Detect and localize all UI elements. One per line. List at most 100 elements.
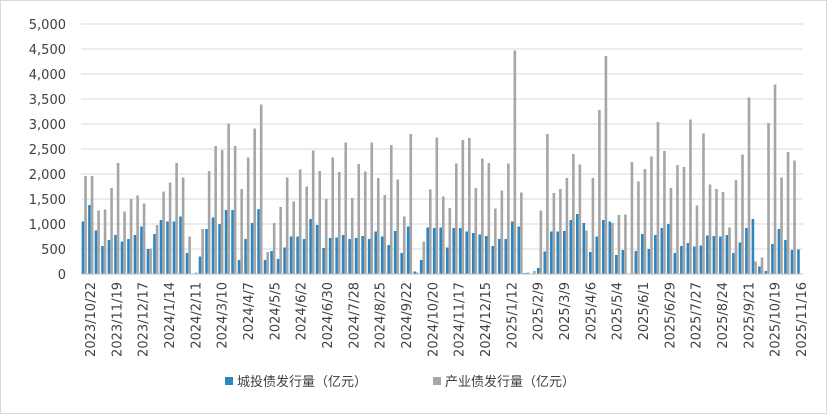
bar-chengtou — [589, 252, 592, 274]
bar-chanye — [246, 157, 250, 274]
bar-chengtou — [198, 256, 202, 274]
bar-chanye — [617, 215, 621, 274]
bar-chanye — [793, 160, 796, 274]
bar-chengtou — [270, 251, 273, 274]
bar-chanye — [539, 210, 543, 274]
bar-chengtou — [250, 223, 254, 274]
bar-chanye — [578, 164, 582, 274]
bar-chanye — [481, 158, 484, 274]
bar-chengtou — [602, 220, 605, 274]
bar-chengtou — [335, 237, 338, 274]
bar-chengtou — [172, 221, 176, 274]
legend-swatch-chanye — [433, 377, 441, 385]
bar-chanye — [676, 165, 679, 274]
bar-chanye — [591, 178, 595, 274]
bar-chanye — [344, 142, 348, 274]
x-tick-label: 2023/11/19 — [110, 282, 125, 357]
x-tick-label: 2025/1/12 — [505, 282, 520, 349]
bar-chengtou — [107, 240, 111, 274]
bar-chengtou — [706, 235, 709, 274]
bar-chanye — [409, 134, 413, 274]
bar-chengtou — [374, 231, 377, 274]
bar-chengtou — [471, 233, 475, 274]
bar-chengtou — [406, 226, 410, 274]
bar-chanye — [572, 154, 575, 274]
x-tick-label: 2023/10/22 — [84, 282, 99, 357]
x-tick-labels: 2023/10/22 2023/11/19 2023/12/17 2024/1/14 2… — [84, 282, 810, 357]
bar-chanye — [585, 230, 588, 274]
bar-chengtou — [517, 226, 521, 274]
bar-chanye — [435, 137, 439, 274]
bar-chanye — [442, 196, 445, 274]
bar-chanye — [363, 171, 367, 274]
bar-chengtou — [276, 259, 280, 274]
x-tick-label: 2025/11/16 — [795, 282, 810, 357]
bar-chanye — [253, 128, 256, 274]
bar-chengtou — [536, 268, 540, 274]
bar-chengtou — [478, 234, 482, 274]
bar-chengtou — [641, 234, 644, 274]
bar-chanye — [162, 191, 165, 274]
bar-chanye — [97, 210, 100, 274]
bar-chanye — [142, 203, 146, 274]
bar-chengtou — [582, 223, 586, 274]
bar-chanye — [721, 192, 725, 274]
bar-chanye — [474, 188, 478, 274]
bar-chanye — [650, 156, 653, 274]
y-tick-label: 3,000 — [29, 118, 66, 133]
bar-chengtou — [797, 249, 800, 274]
bar-chengtou — [400, 253, 403, 274]
bar-chengtou — [764, 271, 768, 274]
bar-chanye — [708, 184, 712, 274]
bar-chanye — [637, 181, 640, 274]
legend-swatch-chengtou — [225, 377, 233, 385]
bar-chanye — [513, 50, 517, 274]
bar-chanye — [383, 195, 387, 274]
bar-chengtou — [654, 235, 657, 274]
bar-chengtou — [302, 239, 306, 274]
bar-chengtou — [120, 241, 124, 274]
bar-chanye — [520, 192, 523, 274]
bar-chanye — [259, 104, 263, 274]
bar-chanye — [116, 163, 120, 274]
bar-chengtou — [445, 247, 449, 274]
legend-label-chanye: 产业债发行量（亿元） — [445, 374, 575, 390]
bar-chanye — [181, 177, 185, 274]
bar-chanye — [780, 177, 783, 274]
bar-chengtou — [745, 228, 748, 274]
bar-chanye — [298, 169, 302, 274]
bar-chanye — [604, 56, 608, 274]
bar-chengtou — [732, 253, 735, 274]
bar-chengtou — [114, 235, 117, 274]
x-tick-label: 2024/10/20 — [426, 282, 441, 357]
bar-chanye — [682, 167, 686, 274]
bar-chanye — [695, 205, 699, 274]
bar-chengtou — [140, 226, 143, 274]
bar-chengtou — [680, 246, 683, 274]
bar-chanye — [389, 145, 393, 274]
bar-chengtou — [595, 236, 599, 274]
bar-chanye — [227, 123, 230, 274]
x-tick-label: 2025/2/9 — [532, 282, 547, 340]
bar-chengtou — [224, 210, 228, 274]
bar-chengtou — [426, 227, 429, 274]
bar-chengtou — [497, 239, 501, 274]
x-tick-label: 2025/5/4 — [611, 282, 626, 340]
y-tick-labels: 0 500 1,000 1,500 2,000 2,500 3,000 3,500 4,000 4… — [29, 18, 66, 283]
bar-chengtou — [647, 249, 651, 274]
bar-chanye — [207, 171, 211, 274]
x-tick-label: 2025/9/21 — [742, 282, 757, 349]
bar-chanye — [272, 223, 276, 274]
bar-chanye — [747, 97, 751, 274]
bar-chanye — [175, 163, 178, 274]
bar-chengtou — [491, 246, 495, 274]
bar-chengtou — [101, 246, 104, 274]
bar-chanye — [773, 84, 777, 274]
bar-chanye — [129, 199, 133, 274]
bar-chengtou — [738, 242, 742, 274]
bar-chanye — [84, 176, 87, 274]
bar-chengtou — [465, 231, 469, 274]
bar-chanye — [663, 151, 666, 274]
